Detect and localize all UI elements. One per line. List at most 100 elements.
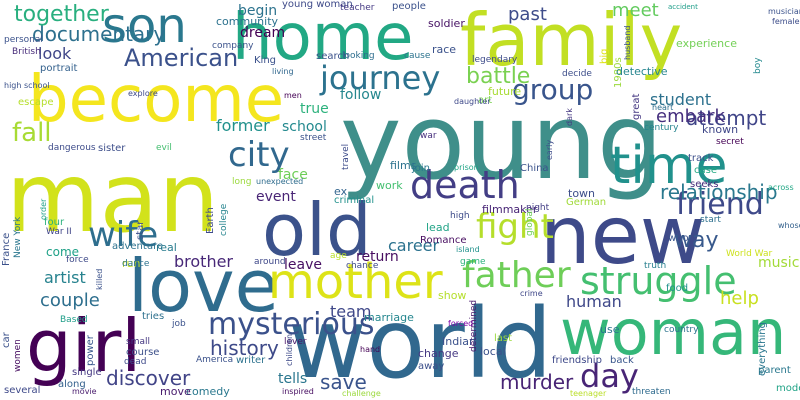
word-criminal: early (545, 139, 554, 160)
word-death: death (410, 163, 520, 207)
word-become: become (28, 63, 285, 137)
word-war-ii: tries (142, 311, 165, 322)
word-change: use (600, 323, 620, 336)
word-fight: father (462, 255, 571, 296)
word-past: battle (466, 64, 531, 89)
word-people: come (46, 245, 80, 259)
word-parent: who (668, 233, 689, 244)
word-home: home (232, 1, 414, 75)
word-challenge: star (135, 220, 146, 240)
word-goes: country (664, 325, 699, 335)
word-who: case (694, 165, 717, 176)
word-power: along (58, 379, 86, 390)
word-dark: filmmaker (482, 203, 538, 216)
word-leave: former (216, 116, 270, 135)
word-lead: German (566, 197, 607, 208)
word-night: island (456, 245, 480, 254)
word-high-school: France (1, 232, 12, 266)
word-lever: unexpected (256, 177, 304, 186)
word-global: prison (454, 163, 479, 172)
word-along: killed (95, 268, 104, 290)
word-ex: lead (426, 221, 450, 234)
word-attempt: return (356, 249, 399, 265)
word-decide: experience (676, 37, 737, 50)
word-career: follow (340, 87, 382, 103)
word-experience: husband (623, 25, 632, 60)
word-family: family (460, 0, 683, 82)
word-event: school (282, 119, 327, 135)
word-king: personal (4, 35, 43, 45)
word-adventure: travel (341, 143, 351, 170)
word-young-woman: known (702, 123, 739, 136)
word-yet: legendary (472, 55, 518, 65)
word-daughter: great (631, 93, 642, 120)
word-explore: portrait (40, 63, 78, 74)
word-drug: race (432, 43, 457, 56)
word-woman: woman (560, 296, 787, 369)
word-end: living (272, 67, 294, 76)
word-boy: soldier (428, 17, 465, 30)
word-real: music (758, 255, 800, 271)
word-whose: secret (716, 137, 744, 147)
word-romance: night (526, 203, 550, 213)
word-movie: four (44, 217, 65, 228)
word-living: King (254, 55, 277, 66)
word-company: men (284, 91, 302, 100)
word-together: way (674, 228, 719, 253)
word-return: team (330, 302, 372, 321)
word-track: art (478, 95, 493, 106)
word-long: war (420, 131, 437, 141)
word-back: parent (758, 365, 791, 376)
word-british: order (39, 198, 48, 220)
word-documentary: discover (106, 366, 191, 390)
word-heart: detective (616, 65, 668, 78)
word-father: city (228, 135, 290, 175)
word-run: films (390, 159, 417, 172)
word-personal: dangerous (48, 143, 96, 153)
word-1980s: accident (668, 3, 698, 11)
word-children: Earth (205, 207, 216, 234)
word-known: event (256, 189, 296, 205)
word-team: history (210, 336, 279, 360)
word-struggle: struggle (580, 259, 737, 303)
word-history: look (38, 44, 72, 63)
word-mysterious: fall (12, 118, 52, 148)
word-war: work (376, 179, 403, 192)
word-seeks: heart (652, 103, 674, 112)
word-couple: meet (612, 0, 659, 21)
word-love: love (128, 244, 279, 328)
word-local: threaten (632, 387, 671, 397)
word-mother: mother (268, 254, 443, 310)
word-single: force (66, 255, 89, 265)
word-new-york: several (4, 385, 41, 396)
word-day: fight (476, 207, 554, 247)
word-community: show (438, 289, 467, 302)
word-work: Romance (420, 235, 467, 246)
word-big: musician (768, 7, 800, 16)
word-american: day (580, 357, 639, 395)
word-car: Based (60, 315, 88, 325)
word-indian: back (610, 355, 634, 366)
word-college: run (122, 257, 141, 270)
word-inspired: college (219, 203, 229, 236)
word-legendary: looking (342, 51, 375, 61)
word-high: global (525, 208, 535, 236)
word-young: young (340, 81, 664, 203)
word-brother: past (508, 4, 547, 25)
word-time: time (610, 136, 728, 196)
word-away: local (480, 345, 506, 358)
word-face: embark (656, 106, 725, 127)
word-man: man (6, 142, 220, 254)
word-based: dance (122, 259, 150, 269)
word-crime: last (494, 333, 513, 344)
word-true: attempt (686, 106, 767, 130)
word-unexpected: street (300, 133, 327, 143)
word-country: cause (404, 51, 431, 61)
word-game: Indian (442, 335, 476, 348)
word-human: artist (44, 268, 86, 287)
word-century: decide (562, 69, 592, 79)
word-move: course (126, 347, 160, 358)
word-last: friendship (552, 355, 602, 366)
word-teenager: food (666, 283, 689, 294)
word-cause: explore (128, 89, 158, 98)
